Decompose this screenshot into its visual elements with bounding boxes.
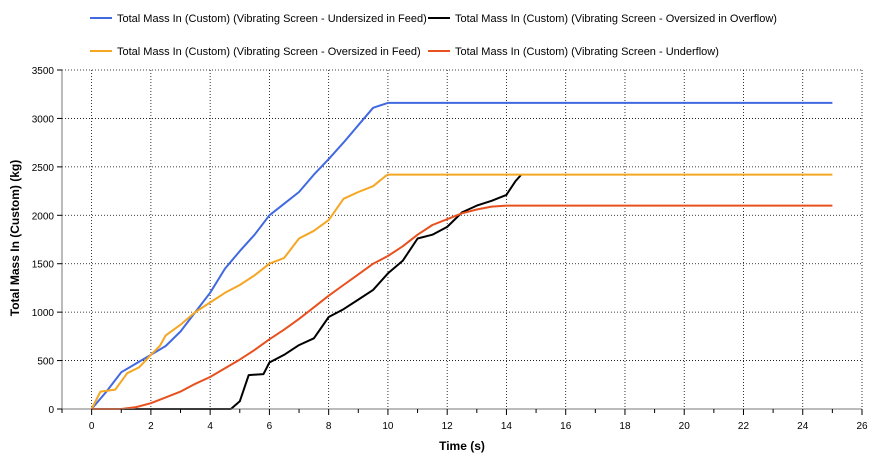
series-layer <box>90 101 833 410</box>
x-axis: 0 2 4 6 8 10 12 14 16 18 20 22 24 26 <box>61 409 868 432</box>
x-tick-label: 22 <box>738 421 750 432</box>
series-line-0 <box>90 101 833 410</box>
x-tick-label: 26 <box>856 421 868 432</box>
legend-label-2: Total Mass In (Custom) (Vibrating Screen… <box>117 46 421 58</box>
legend-entry[interactable]: Total Mass In (Custom) (Vibrating Screen… <box>90 46 421 58</box>
legend-entry[interactable]: Total Mass In (Custom) (Vibrating Screen… <box>428 46 719 58</box>
y-tick-label: 3000 <box>32 114 55 125</box>
plot-frame <box>61 70 862 410</box>
y-tick-label: 2000 <box>32 211 55 222</box>
series-line-2 <box>90 173 833 410</box>
y-tick-label: 2500 <box>32 163 55 174</box>
y-tick-label: 3500 <box>32 66 55 77</box>
x-tick-label: 14 <box>501 421 513 432</box>
x-tick-label: 8 <box>326 421 332 432</box>
grid-lines <box>62 69 863 409</box>
x-tick-label: 2 <box>148 421 154 432</box>
legend-label-1: Total Mass In (Custom) (Vibrating Screen… <box>455 13 777 25</box>
y-tick-label: 500 <box>37 357 54 368</box>
x-tick-label: 16 <box>560 421 572 432</box>
x-tick-label: 0 <box>89 421 95 432</box>
x-tick-label: 4 <box>207 421 213 432</box>
series-line-3 <box>91 204 833 410</box>
x-tick-label: 24 <box>797 421 809 432</box>
x-tick-label: 20 <box>679 421 691 432</box>
x-tick-label: 10 <box>382 421 394 432</box>
legend: Total Mass In (Custom) (Vibrating Screen… <box>90 13 777 58</box>
y-tick-label: 0 <box>48 405 54 416</box>
x-tick-label: 18 <box>619 421 631 432</box>
y-axis: 0 500 1000 1500 2000 2500 3000 3500 <box>32 66 62 416</box>
y-tick-label: 1500 <box>32 260 55 271</box>
x-tick-label: 12 <box>442 421 454 432</box>
series-line-1 <box>91 173 523 410</box>
x-tick-label: 6 <box>267 421 273 432</box>
legend-entry[interactable]: Total Mass In (Custom) (Vibrating Screen… <box>428 13 777 25</box>
y-tick-label: 1000 <box>32 308 55 319</box>
legend-label-3: Total Mass In (Custom) (Vibrating Screen… <box>455 46 719 58</box>
x-axis-label: Time (s) <box>439 439 485 453</box>
legend-entry[interactable]: Total Mass In (Custom) (Vibrating Screen… <box>90 13 427 25</box>
y-axis-label: Total Mass In (Custom) (kg) <box>8 160 22 316</box>
legend-label-0: Total Mass In (Custom) (Vibrating Screen… <box>117 13 427 25</box>
